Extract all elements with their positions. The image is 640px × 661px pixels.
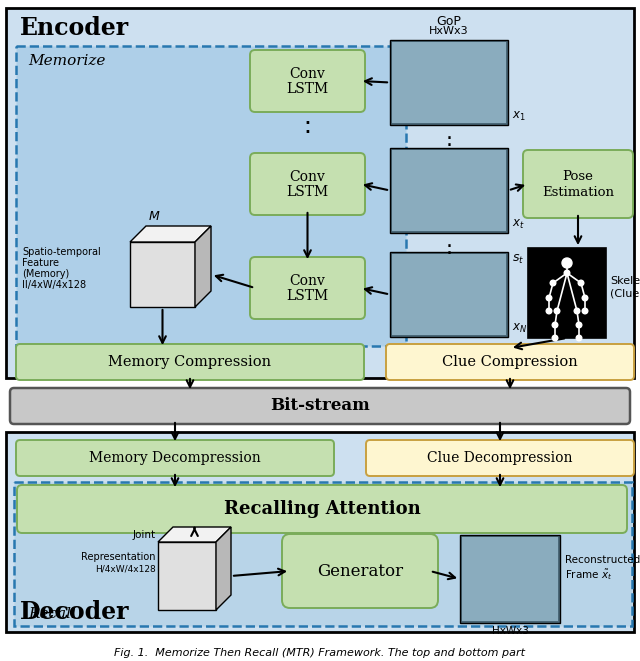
Bar (16, 46, 406, 346)
Circle shape (576, 335, 582, 341)
Bar (130, 242, 195, 307)
Text: Conv: Conv (289, 170, 325, 184)
Bar (390, 148, 508, 233)
Circle shape (564, 270, 570, 276)
Text: LSTM: LSTM (287, 82, 328, 96)
Text: (Clue): (Clue) (610, 288, 640, 298)
FancyBboxPatch shape (16, 344, 364, 380)
FancyBboxPatch shape (250, 50, 365, 112)
Circle shape (574, 308, 580, 314)
FancyBboxPatch shape (386, 344, 634, 380)
Bar (6, 8, 634, 378)
Text: Representation: Representation (81, 552, 156, 562)
Bar (460, 535, 560, 623)
Circle shape (546, 308, 552, 314)
Circle shape (552, 335, 558, 341)
Text: Memory Decompression: Memory Decompression (89, 451, 261, 465)
Circle shape (562, 258, 572, 268)
Text: (Memory): (Memory) (22, 269, 69, 279)
Polygon shape (216, 527, 231, 610)
Text: ·: · (445, 237, 452, 257)
FancyBboxPatch shape (523, 150, 633, 218)
Polygon shape (195, 226, 211, 307)
Circle shape (546, 295, 552, 301)
Text: Clue Compression: Clue Compression (442, 355, 578, 369)
Text: II/4xW/4x128: II/4xW/4x128 (22, 280, 86, 290)
Text: Memory Compression: Memory Compression (108, 355, 271, 369)
Text: Pose: Pose (563, 171, 593, 184)
Text: ·: · (445, 244, 452, 264)
FancyBboxPatch shape (366, 440, 634, 476)
Text: ·: · (303, 112, 312, 136)
Text: Memorize: Memorize (28, 54, 106, 68)
Text: HxWx3: HxWx3 (492, 626, 529, 636)
Bar (392, 254, 506, 335)
Text: $x_1$: $x_1$ (512, 110, 525, 123)
Bar (390, 40, 508, 125)
FancyBboxPatch shape (10, 388, 630, 424)
Circle shape (550, 280, 556, 286)
Text: ·: · (445, 136, 452, 156)
Text: Bit-stream: Bit-stream (270, 397, 370, 414)
FancyBboxPatch shape (282, 534, 438, 608)
Text: GoP: GoP (436, 15, 461, 28)
Text: Reconstructed: Reconstructed (565, 555, 640, 565)
Circle shape (576, 322, 582, 328)
Text: $s_t$: $s_t$ (512, 253, 524, 266)
Circle shape (552, 322, 558, 328)
Text: Generator: Generator (317, 563, 403, 580)
Circle shape (578, 280, 584, 286)
FancyBboxPatch shape (17, 485, 627, 533)
FancyBboxPatch shape (250, 153, 365, 215)
Text: Skeleton: Skeleton (610, 276, 640, 286)
Bar (392, 42, 506, 123)
Polygon shape (130, 226, 211, 242)
FancyBboxPatch shape (16, 440, 334, 476)
Text: $x_t$: $x_t$ (512, 218, 525, 231)
Text: H/4xW/4x128: H/4xW/4x128 (95, 564, 156, 573)
Text: Feature: Feature (22, 258, 59, 268)
Text: Fig. 1.  Memorize Then Recall (MTR) Framework. The top and bottom part: Fig. 1. Memorize Then Recall (MTR) Frame… (115, 648, 525, 658)
Text: ·: · (303, 121, 312, 145)
Bar (392, 150, 506, 231)
Bar (6, 432, 634, 632)
Text: Recall: Recall (28, 607, 76, 621)
FancyBboxPatch shape (250, 257, 365, 319)
Bar (14, 482, 632, 626)
Text: Frame $\tilde{x}_t$: Frame $\tilde{x}_t$ (565, 567, 612, 582)
Text: Recalling Attention: Recalling Attention (223, 500, 420, 518)
Text: Clue Decompression: Clue Decompression (428, 451, 573, 465)
Bar (528, 248, 606, 338)
Text: Joint: Joint (133, 530, 156, 540)
Text: HxWx3: HxWx3 (429, 26, 469, 36)
Text: Encoder: Encoder (20, 16, 129, 40)
Circle shape (582, 308, 588, 314)
Text: M: M (149, 210, 160, 223)
Text: LSTM: LSTM (287, 289, 328, 303)
Text: Estimation: Estimation (542, 186, 614, 198)
Text: ·: · (445, 129, 452, 149)
Text: Spatio-temporal: Spatio-temporal (22, 247, 100, 257)
Bar (158, 542, 216, 610)
Circle shape (554, 308, 560, 314)
Circle shape (582, 295, 588, 301)
Bar (462, 537, 558, 621)
Text: Conv: Conv (289, 67, 325, 81)
Polygon shape (158, 527, 231, 542)
Text: $x_N$: $x_N$ (512, 322, 527, 335)
Text: Decoder: Decoder (20, 600, 129, 624)
Text: LSTM: LSTM (287, 185, 328, 199)
Text: Conv: Conv (289, 274, 325, 288)
Bar (390, 252, 508, 337)
